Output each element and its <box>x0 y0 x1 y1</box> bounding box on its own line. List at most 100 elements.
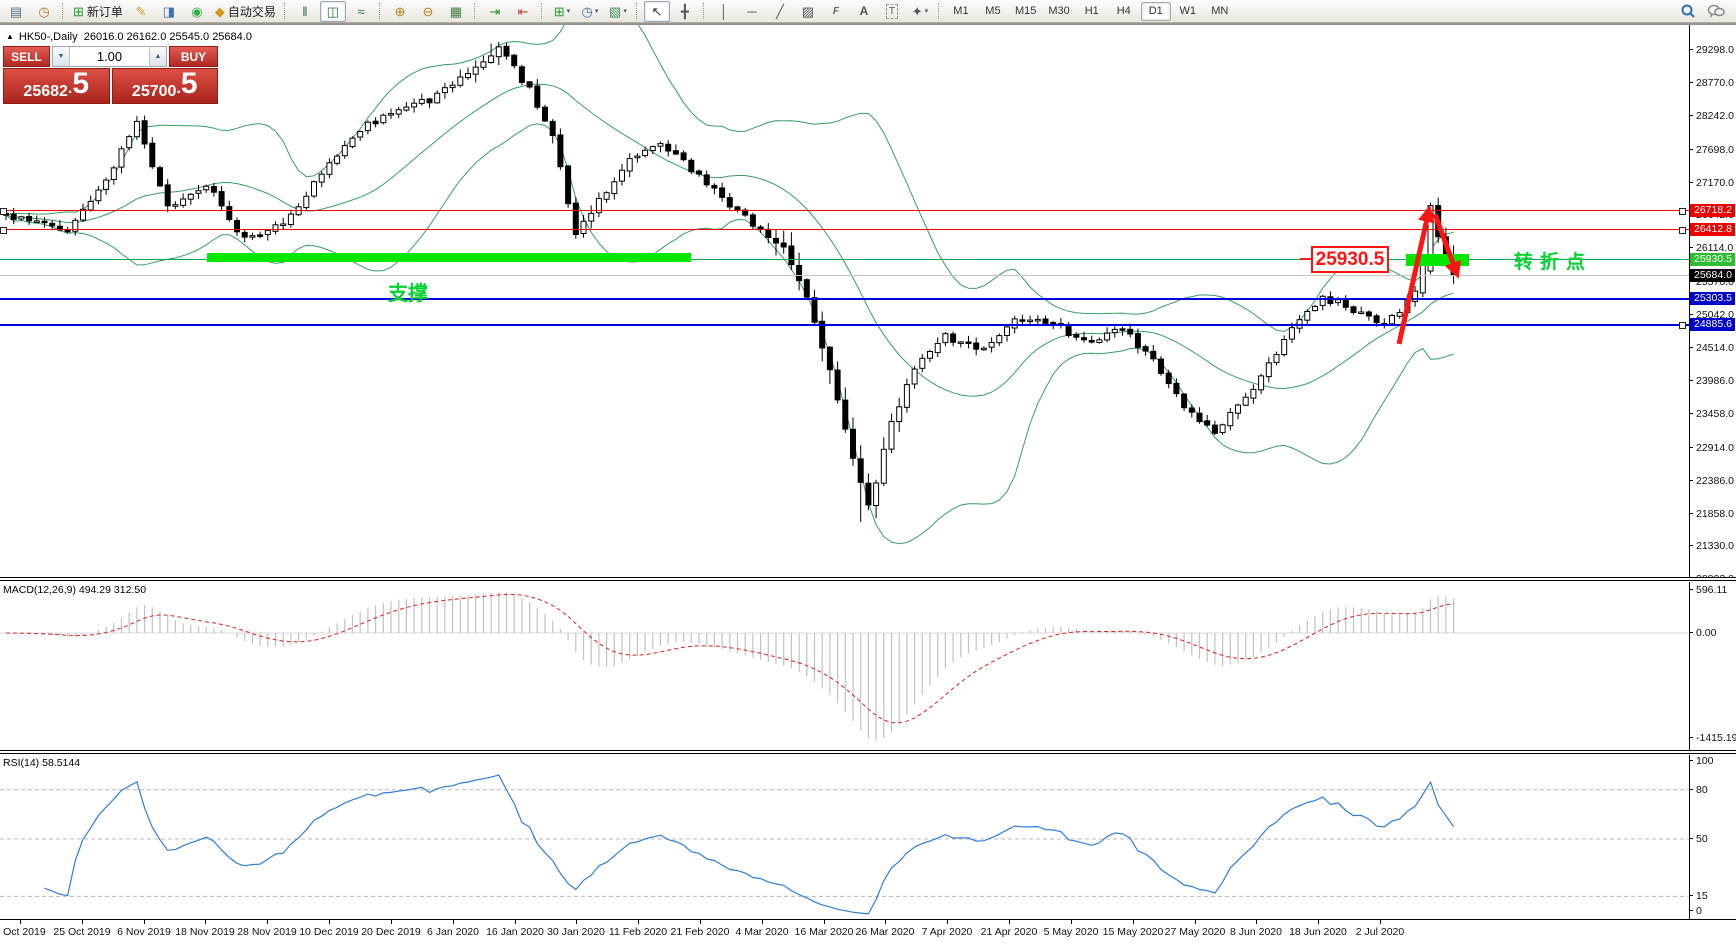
timeframe-h4[interactable]: H4 <box>1116 5 1131 17</box>
cursor-icon[interactable]: ↖ <box>643 0 670 22</box>
timeframe-m30[interactable]: M30 <box>1048 5 1070 17</box>
time-axis-tick <box>82 920 83 924</box>
autotrading-button[interactable]: ◆ 自动交易 <box>212 1 279 22</box>
timeframe-m1[interactable]: M1 <box>953 5 969 17</box>
line-handle[interactable] <box>1679 208 1686 215</box>
buy-button[interactable]: BUY <box>169 46 218 67</box>
horizontal-level-line[interactable] <box>0 259 1689 260</box>
time-axis-label: 21 Apr 2020 <box>980 926 1038 938</box>
support-annotation[interactable]: 支撑 <box>388 283 428 305</box>
price-axis-badge: 26412.8 <box>1690 223 1735 236</box>
bar-chart-icon[interactable]: ‖ <box>292 1 318 22</box>
horizontal-level-line[interactable] <box>0 324 1689 326</box>
rsi-name: RSI(14) <box>3 757 40 769</box>
sell-price-frac: 5 <box>68 69 89 102</box>
fibonacci-icon[interactable]: F <box>823 1 849 22</box>
time-axis-label: 15 May 2020 <box>1102 926 1164 938</box>
price-tick: 27170.0 <box>1690 177 1736 189</box>
chart-list-icon[interactable]: ▤ <box>3 1 29 22</box>
time-axis-tick <box>885 920 886 924</box>
sell-button[interactable]: SELL <box>3 46 50 67</box>
sell-price[interactable]: 256825 <box>3 68 110 104</box>
price-tick: 29298.0 <box>1690 44 1736 56</box>
horizontal-line-icon[interactable]: ─ <box>739 1 765 22</box>
horizontal-level-line[interactable] <box>0 275 1689 276</box>
collapse-panel-icon[interactable]: ▲ <box>6 32 14 41</box>
vertical-line-icon[interactable]: │ <box>711 1 737 22</box>
volume-increase-button[interactable] <box>149 47 166 66</box>
autotrading-button-label: 自动交易 <box>227 4 276 19</box>
chart-ohlc: 26016.0 26162.0 25545.0 25684.0 <box>83 31 252 43</box>
equidistant-channel-icon[interactable]: ▨ <box>795 1 821 22</box>
dropdown-caret-icon: ▾ <box>594 8 599 15</box>
timeframe-m15[interactable]: M15 <box>1014 5 1037 17</box>
trend-arrow[interactable] <box>1432 213 1461 279</box>
zoom-out-icon[interactable]: ⊖ <box>415 1 441 22</box>
metaeditor-icon[interactable]: ✎ <box>128 1 154 22</box>
line-handle[interactable] <box>1679 227 1686 234</box>
chart-shift-icon[interactable]: ⇤ <box>510 1 536 22</box>
timeframe-d1[interactable]: D1 <box>1140 1 1171 21</box>
periods-icon[interactable]: ◷ ▾ <box>577 1 603 22</box>
crosshair-icon[interactable]: ╋ <box>672 1 698 22</box>
panel-splitter-1[interactable] <box>0 577 1736 581</box>
timeframe-w1[interactable]: W1 <box>1179 5 1197 17</box>
time-axis-label: 25 Oct 2019 <box>53 926 111 938</box>
chart-title: ▲ HK50-,Daily 26016.0 26162.0 25545.0 256… <box>6 31 252 43</box>
support-zone-bar[interactable] <box>207 253 691 262</box>
timeframe-m5[interactable]: M5 <box>985 5 1001 17</box>
rsi-panel[interactable]: RSI(14) 58.5144 <box>0 755 1689 919</box>
trendline-icon[interactable]: ╱ <box>767 1 793 22</box>
templates-icon[interactable]: ▧ ▾ <box>605 1 631 22</box>
volume-decrease-button[interactable] <box>53 47 70 66</box>
main-chart-panel[interactable]: ▲ HK50-,Daily 26016.0 26162.0 25545.0 256… <box>0 25 1689 577</box>
price-tick: 27698.0 <box>1690 144 1736 156</box>
price-axis-badge: 26718.2 <box>1690 204 1735 217</box>
text-label-icon[interactable]: T <box>879 1 905 22</box>
line-handle[interactable] <box>0 208 7 215</box>
signals-glyph: ◉ <box>191 3 203 19</box>
text-icon[interactable]: A <box>851 1 877 22</box>
price-axis[interactable]: 29298.028770.028242.027698.027170.026642… <box>1689 25 1736 577</box>
time-axis-label: 18 Jun 2020 <box>1289 926 1347 938</box>
chat-icon[interactable] <box>1703 1 1729 22</box>
drawing-overlay <box>1396 205 1461 345</box>
auto-scroll-icon[interactable]: ⇥ <box>482 1 508 22</box>
one-click-trading-panel: SELL 1.00 BUY 256825 257005 <box>3 46 218 104</box>
search-icon[interactable] <box>1675 1 1701 22</box>
zoom-in-icon[interactable]: ⊕ <box>387 1 413 22</box>
tile-windows-icon[interactable]: ▦ <box>443 1 469 22</box>
new-order-button-label: 新订单 <box>86 4 123 19</box>
market-watch-icon[interactable]: ◨ <box>156 1 182 22</box>
trend-arrow[interactable] <box>1396 205 1435 345</box>
time-axis[interactable]: 5 Oct 2019 25 Oct 2019 6 Nov 2019 18 Nov 20… <box>0 919 1736 945</box>
time-axis-label: 4 Mar 2020 <box>735 926 789 938</box>
macd-panel[interactable]: MACD(12,26,9) 494.29 312.50 <box>0 582 1689 750</box>
timeframe-h1[interactable]: H1 <box>1084 5 1099 17</box>
candlestick-chart <box>3 25 1457 545</box>
macd-axis[interactable]: 596.11 0.00 -1415.19 <box>1689 582 1736 750</box>
volume-input[interactable]: 1.00 <box>96 49 123 64</box>
horizontal-level-line[interactable] <box>0 210 1689 211</box>
rsi-axis[interactable]: 100 80 50 15 0 <box>1689 755 1736 919</box>
turning-point-annotation[interactable]: 转折点 <box>1514 252 1593 273</box>
signals-icon[interactable]: ◉ <box>184 1 210 22</box>
history-window-icon[interactable]: ◷ <box>31 1 57 22</box>
dropdown-caret-icon: ▾ <box>623 8 627 15</box>
new-chart-icon[interactable]: ⊞ ▾ <box>549 1 575 22</box>
line-handle[interactable] <box>1679 322 1686 329</box>
timeframe-mn[interactable]: MN <box>1211 5 1229 17</box>
horizontal-level-line[interactable] <box>0 298 1689 300</box>
horizontal-level-line[interactable] <box>0 229 1689 230</box>
buy-price[interactable]: 257005 <box>111 68 218 104</box>
dropdown-caret-icon: ▾ <box>566 8 571 15</box>
price-level-label[interactable]: 25930.5 <box>1311 246 1389 273</box>
line-handle[interactable] <box>0 227 7 234</box>
panel-splitter-2[interactable] <box>0 750 1736 754</box>
arrows-icon[interactable]: ✦ ▾ <box>907 1 933 22</box>
new-order-button[interactable]: ⊞ 新订单 <box>70 1 126 22</box>
candles <box>3 42 1457 523</box>
line-chart-icon[interactable]: ≈ <box>348 1 374 22</box>
candlestick-chart-icon[interactable]: ◫ <box>319 0 346 22</box>
